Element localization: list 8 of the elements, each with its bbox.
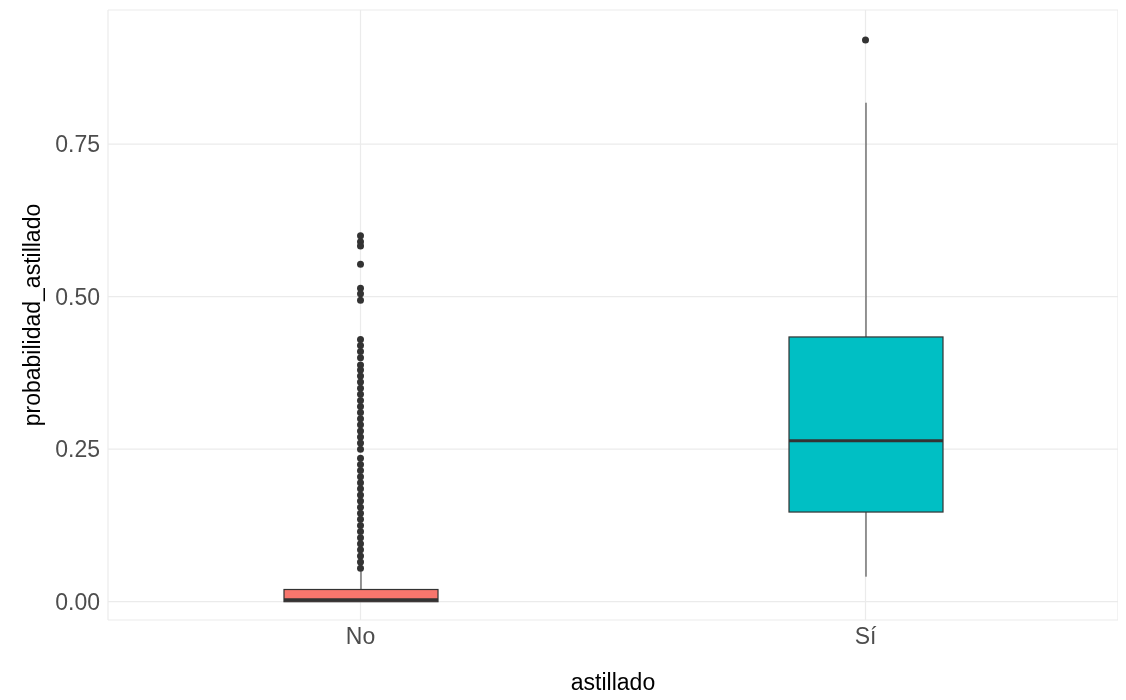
y-axis-title: probabilidad_astillado xyxy=(19,203,46,427)
x-tick-label: Sí xyxy=(854,623,877,650)
x-axis-title: astillado xyxy=(570,669,656,695)
y-tick-label: 0.25 xyxy=(55,436,100,463)
y-tick-label: 0.75 xyxy=(55,131,100,158)
x-tick-label: No xyxy=(345,623,376,650)
y-tick-label: 0.50 xyxy=(55,283,100,310)
y-tick-label: 0.00 xyxy=(55,588,100,615)
